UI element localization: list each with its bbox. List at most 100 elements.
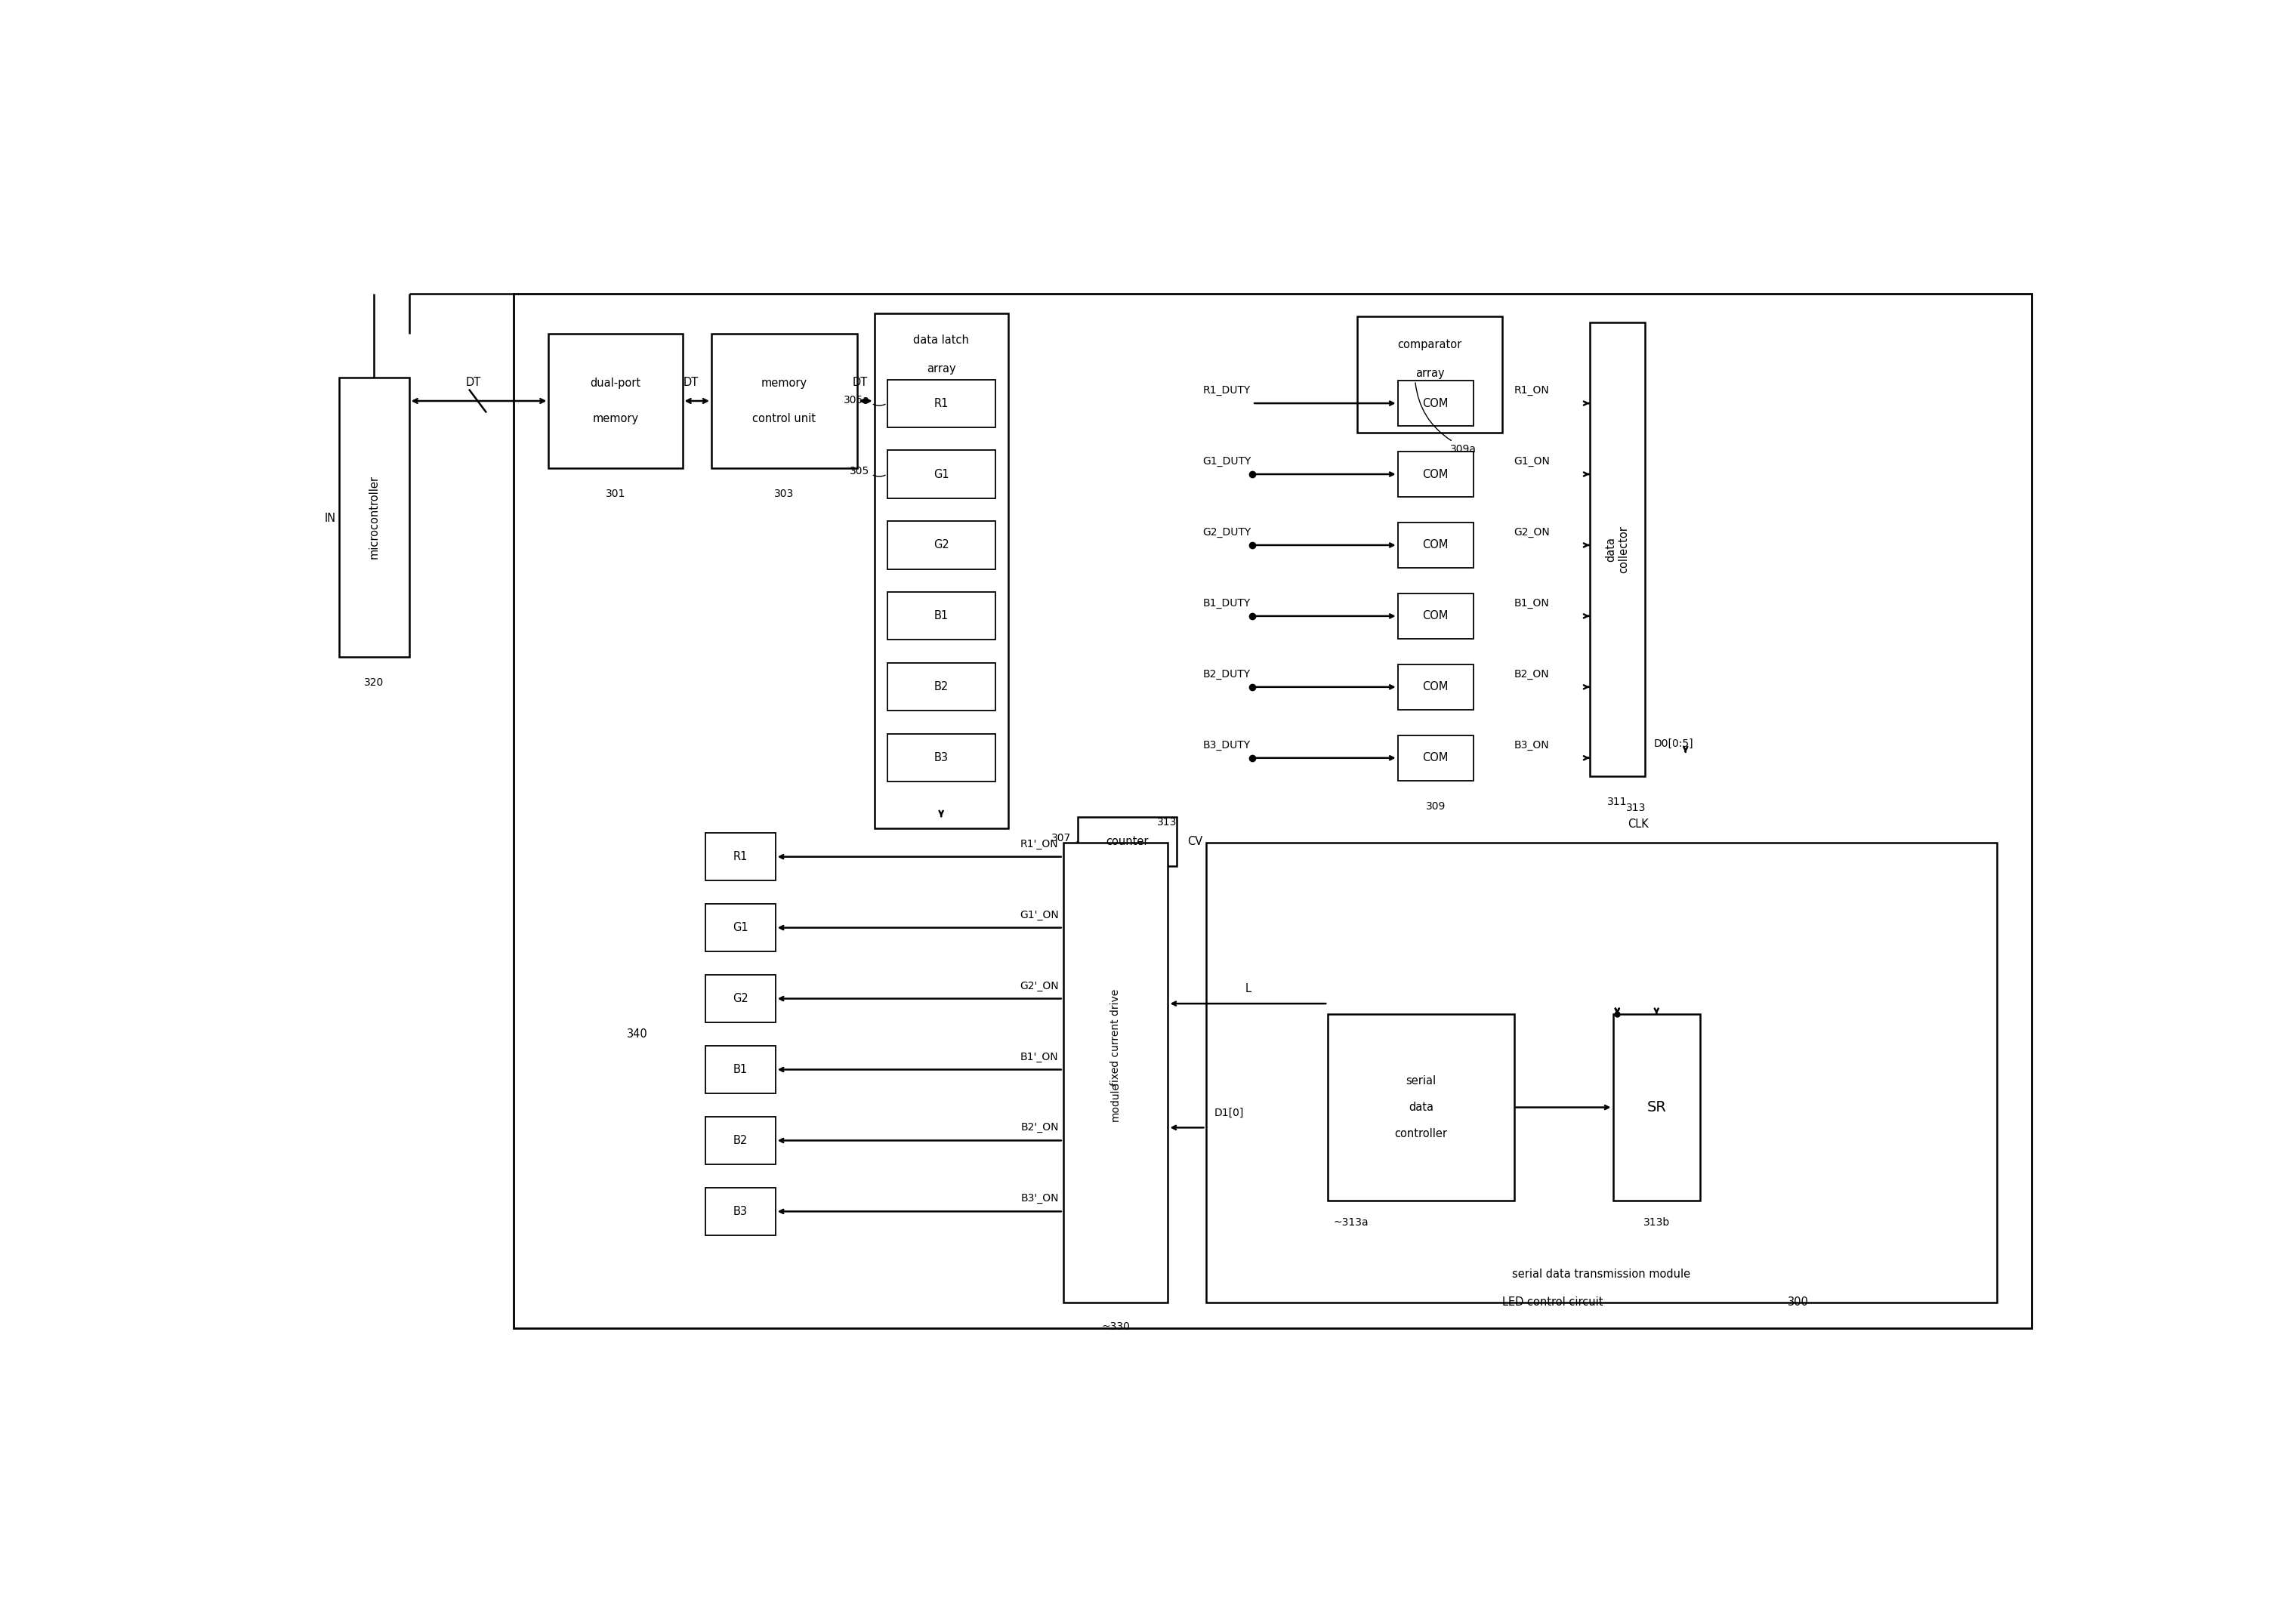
Text: B1_DUTY: B1_DUTY bbox=[1203, 597, 1251, 608]
Text: data latch: data latch bbox=[914, 334, 969, 345]
Text: R1_DUTY: R1_DUTY bbox=[1203, 385, 1251, 396]
Bar bbox=[705, 1046, 776, 1094]
Text: R1: R1 bbox=[934, 398, 948, 409]
Text: D0[0:5]: D0[0:5] bbox=[1653, 739, 1694, 749]
Text: G2: G2 bbox=[732, 993, 748, 1005]
Text: R1: R1 bbox=[732, 851, 748, 862]
Bar bbox=[1612, 1014, 1699, 1201]
Text: B1'_ON: B1'_ON bbox=[1019, 1051, 1058, 1062]
Text: B1_ON: B1_ON bbox=[1513, 597, 1550, 608]
Text: G2'_ON: G2'_ON bbox=[1019, 981, 1058, 992]
Bar bbox=[886, 592, 994, 640]
Text: CV: CV bbox=[1187, 835, 1203, 846]
Text: module: module bbox=[1111, 1081, 1120, 1121]
Text: 300: 300 bbox=[1786, 1297, 1809, 1308]
Text: B3_ON: B3_ON bbox=[1513, 739, 1550, 751]
Text: 311: 311 bbox=[1607, 797, 1628, 808]
Text: memory: memory bbox=[760, 378, 808, 390]
Bar bbox=[1589, 323, 1644, 776]
Bar bbox=[1398, 735, 1474, 781]
Text: 309: 309 bbox=[1426, 802, 1446, 811]
Text: G1'_ON: G1'_ON bbox=[1019, 910, 1058, 920]
Text: serial: serial bbox=[1405, 1075, 1435, 1088]
Bar bbox=[340, 378, 409, 656]
Text: DT: DT bbox=[466, 377, 480, 388]
Text: B3: B3 bbox=[934, 752, 948, 763]
Bar bbox=[514, 294, 2032, 1329]
Bar bbox=[1077, 816, 1176, 866]
Bar bbox=[1398, 522, 1474, 569]
Bar bbox=[1398, 594, 1474, 639]
Bar bbox=[1063, 843, 1169, 1302]
Text: COM: COM bbox=[1424, 610, 1449, 621]
Text: serial data transmission module: serial data transmission module bbox=[1513, 1268, 1690, 1279]
Text: L: L bbox=[1244, 984, 1251, 995]
Text: 305a: 305a bbox=[843, 394, 870, 406]
Bar bbox=[705, 1116, 776, 1164]
Text: fixed current drive: fixed current drive bbox=[1111, 989, 1120, 1086]
Bar bbox=[875, 313, 1008, 829]
Text: 340: 340 bbox=[627, 1028, 647, 1040]
Bar bbox=[1357, 316, 1502, 433]
Bar bbox=[886, 521, 994, 569]
Text: data
collector: data collector bbox=[1605, 525, 1630, 573]
Bar bbox=[705, 834, 776, 880]
Bar bbox=[1205, 843, 1998, 1302]
Text: B2: B2 bbox=[934, 682, 948, 693]
Bar bbox=[705, 974, 776, 1022]
Text: COM: COM bbox=[1424, 468, 1449, 479]
Text: DT: DT bbox=[852, 377, 868, 388]
Text: 303: 303 bbox=[774, 489, 794, 500]
Text: 307: 307 bbox=[1052, 834, 1070, 843]
Text: G1_ON: G1_ON bbox=[1513, 457, 1550, 466]
Text: 320: 320 bbox=[365, 677, 383, 688]
Bar bbox=[705, 1188, 776, 1234]
Text: B3: B3 bbox=[732, 1206, 748, 1217]
Text: memory: memory bbox=[592, 412, 638, 425]
Text: comparator: comparator bbox=[1398, 339, 1463, 350]
Text: 313b: 313b bbox=[1644, 1217, 1669, 1228]
Text: control unit: control unit bbox=[753, 412, 815, 425]
Text: DT: DT bbox=[684, 377, 698, 388]
Text: COM: COM bbox=[1424, 752, 1449, 763]
Bar bbox=[886, 380, 994, 426]
Text: dual-port: dual-port bbox=[590, 378, 641, 390]
Text: R1_ON: R1_ON bbox=[1513, 385, 1550, 396]
Bar bbox=[705, 904, 776, 952]
Bar bbox=[712, 334, 856, 468]
Text: 313: 313 bbox=[1157, 818, 1176, 827]
Text: B2'_ON: B2'_ON bbox=[1019, 1123, 1058, 1132]
Text: SR: SR bbox=[1646, 1100, 1667, 1115]
Text: ~313a: ~313a bbox=[1334, 1217, 1368, 1228]
Text: counter: counter bbox=[1107, 835, 1148, 846]
Text: B2_ON: B2_ON bbox=[1513, 669, 1550, 679]
Text: COM: COM bbox=[1424, 682, 1449, 693]
Text: G1: G1 bbox=[934, 468, 948, 479]
Text: G2: G2 bbox=[934, 540, 948, 551]
Text: 309a: 309a bbox=[1451, 444, 1476, 455]
Text: array: array bbox=[1414, 367, 1444, 378]
Text: ~330: ~330 bbox=[1102, 1321, 1130, 1332]
Text: IN: IN bbox=[324, 513, 335, 524]
Text: LED control circuit: LED control circuit bbox=[1502, 1297, 1603, 1308]
Text: microcontroller: microcontroller bbox=[367, 476, 379, 559]
Text: B2: B2 bbox=[732, 1135, 748, 1147]
Text: COM: COM bbox=[1424, 398, 1449, 409]
Text: 313: 313 bbox=[1626, 803, 1646, 813]
Text: D1[0]: D1[0] bbox=[1215, 1108, 1244, 1118]
Text: B1: B1 bbox=[732, 1064, 748, 1075]
Text: G1_DUTY: G1_DUTY bbox=[1203, 457, 1251, 466]
Bar bbox=[549, 334, 682, 468]
Text: R1'_ON: R1'_ON bbox=[1019, 838, 1058, 850]
Text: G1: G1 bbox=[732, 921, 748, 933]
Bar bbox=[886, 663, 994, 711]
Text: CLK: CLK bbox=[1628, 819, 1649, 830]
Text: B1: B1 bbox=[934, 610, 948, 621]
Text: array: array bbox=[928, 363, 955, 375]
Bar bbox=[1398, 452, 1474, 497]
Text: B2_DUTY: B2_DUTY bbox=[1203, 669, 1251, 679]
Bar bbox=[1398, 664, 1474, 709]
Bar bbox=[1398, 380, 1474, 426]
Text: G2_DUTY: G2_DUTY bbox=[1203, 527, 1251, 538]
Text: controller: controller bbox=[1394, 1127, 1446, 1139]
